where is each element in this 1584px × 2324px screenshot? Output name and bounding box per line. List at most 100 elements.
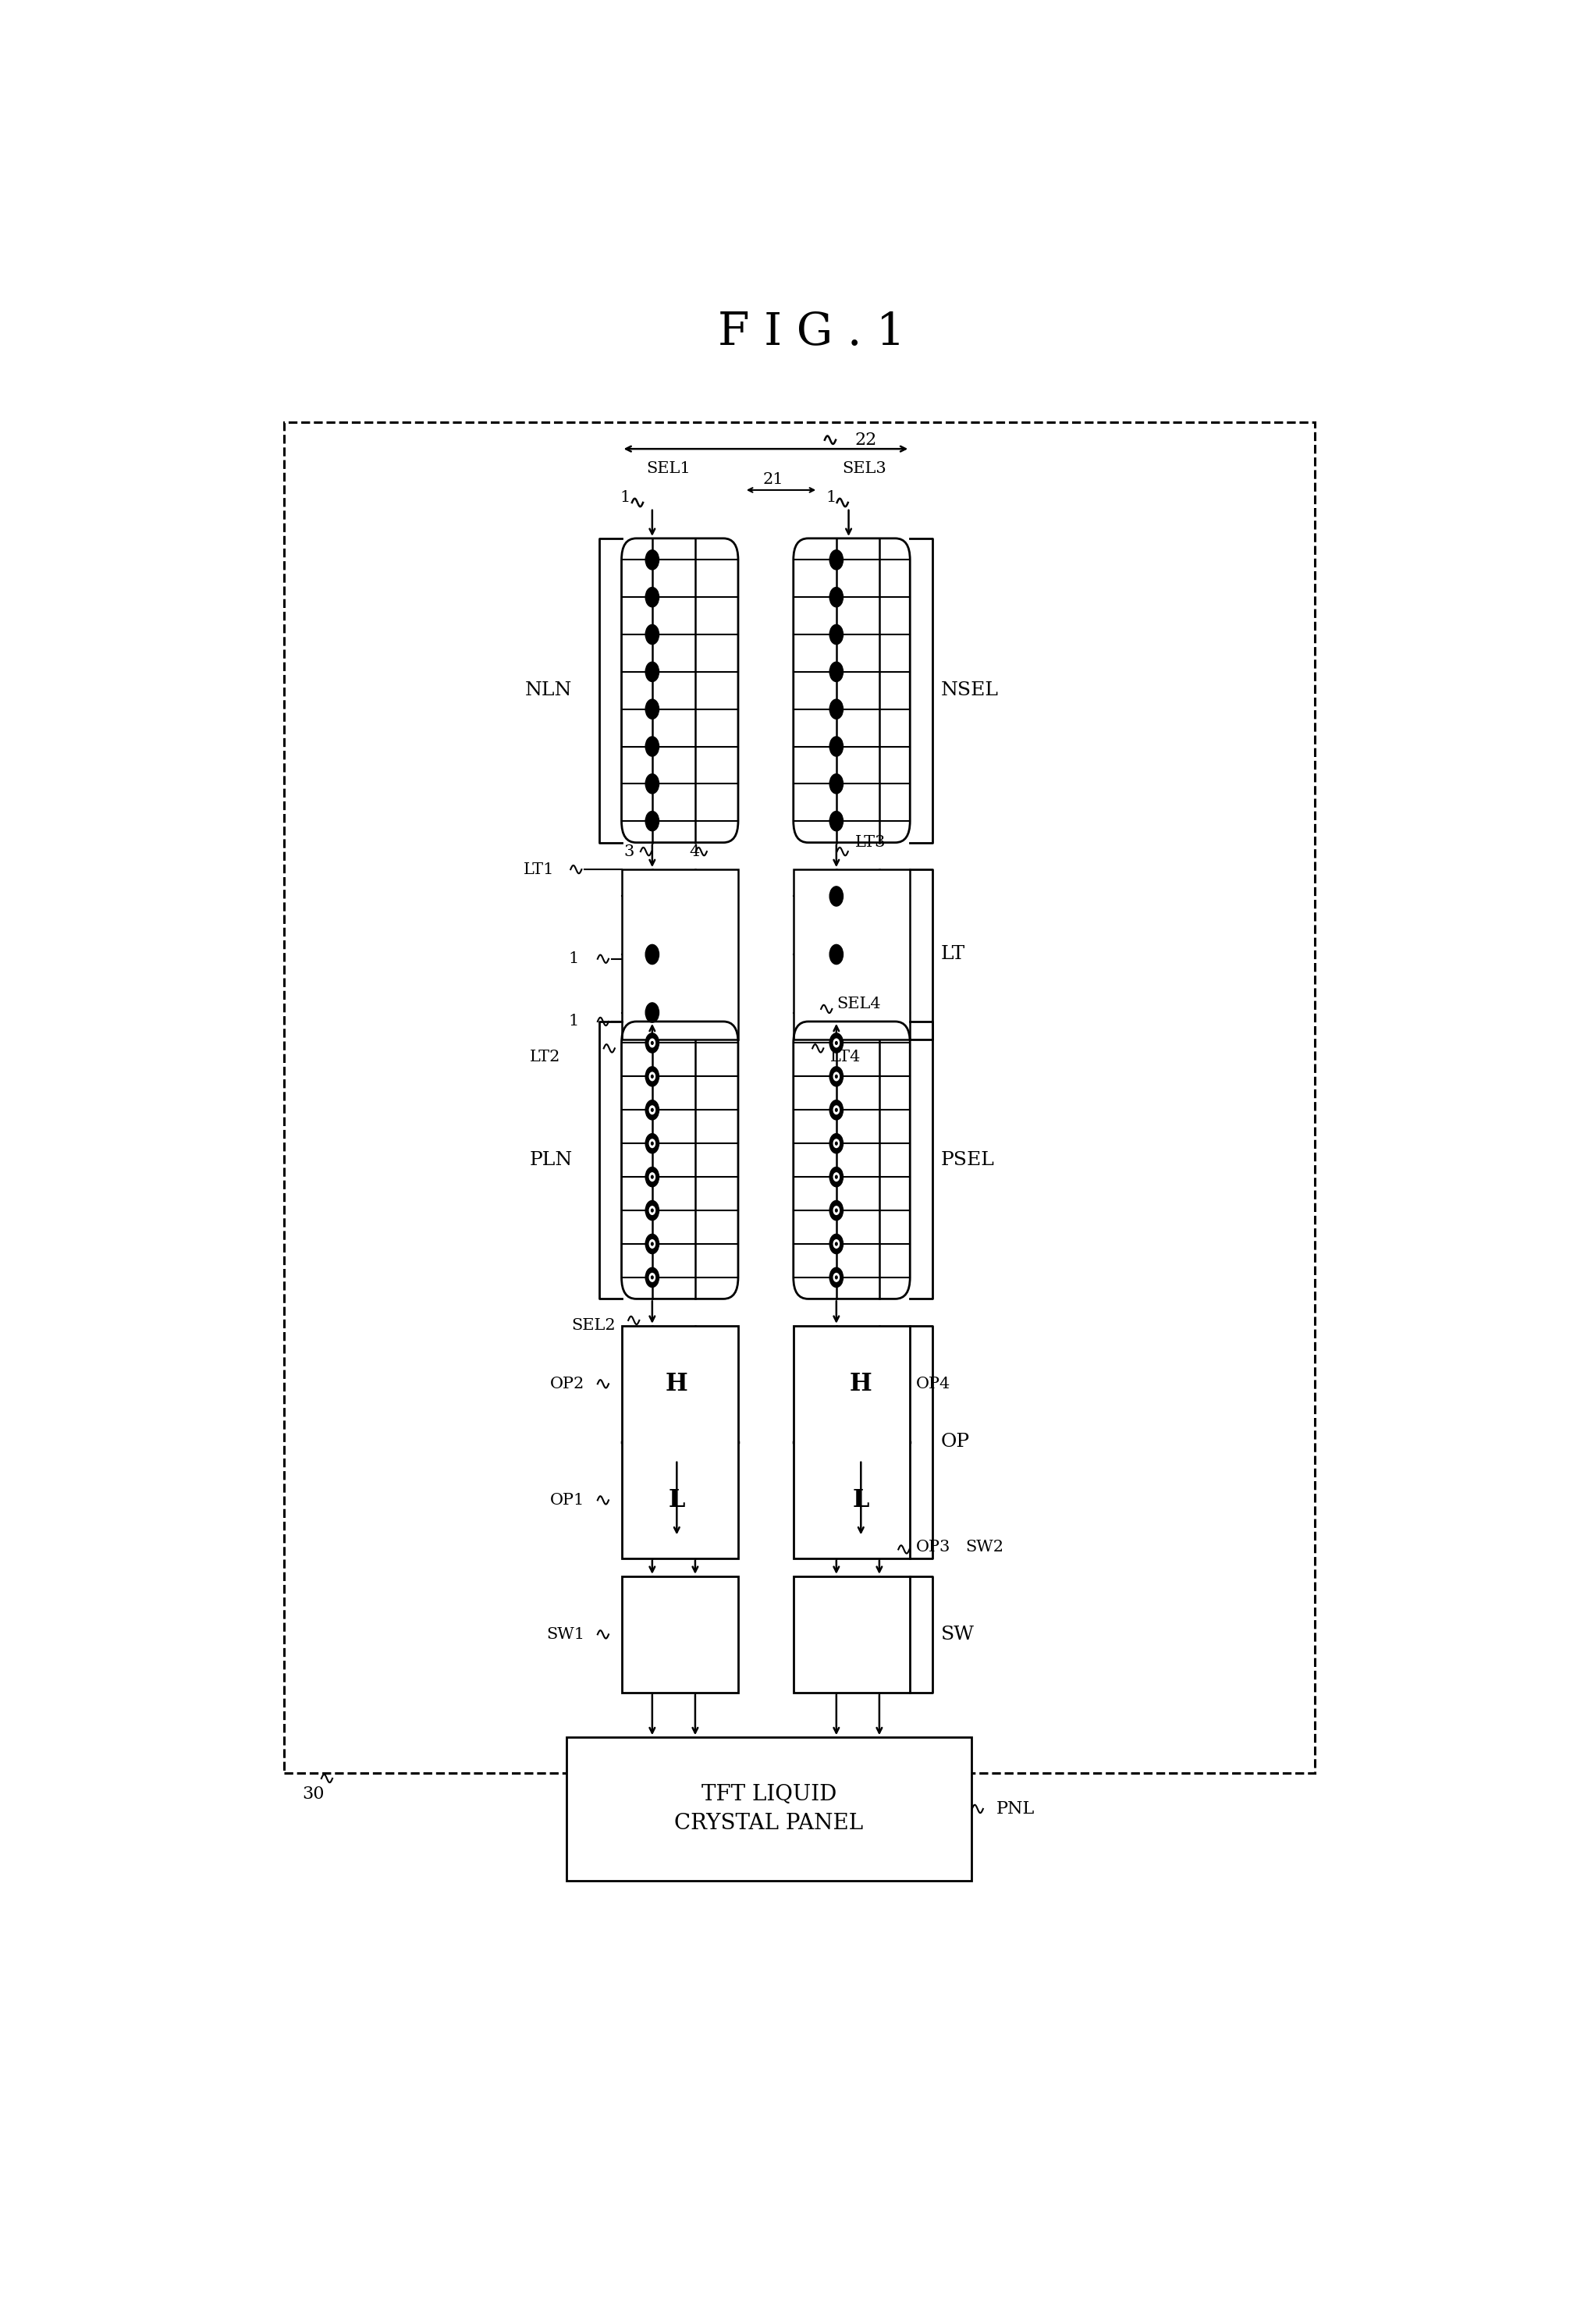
Circle shape bbox=[835, 1041, 838, 1043]
Text: SW2: SW2 bbox=[965, 1541, 1004, 1555]
Text: H: H bbox=[849, 1371, 873, 1397]
Circle shape bbox=[649, 1239, 656, 1248]
Text: F I G . 1: F I G . 1 bbox=[718, 311, 906, 356]
Bar bbox=[794, 869, 909, 1039]
Circle shape bbox=[830, 1034, 843, 1053]
Text: 1: 1 bbox=[619, 490, 630, 504]
Text: NLN: NLN bbox=[526, 681, 572, 700]
Circle shape bbox=[833, 1139, 840, 1148]
Text: 21: 21 bbox=[763, 472, 784, 486]
Bar bbox=[794, 1325, 909, 1559]
Text: LT4: LT4 bbox=[830, 1050, 862, 1064]
Circle shape bbox=[830, 774, 843, 792]
Text: 22: 22 bbox=[855, 432, 878, 449]
Circle shape bbox=[645, 662, 659, 681]
Circle shape bbox=[645, 811, 659, 832]
Circle shape bbox=[645, 625, 659, 644]
Text: SW: SW bbox=[941, 1624, 974, 1643]
Circle shape bbox=[645, 1167, 659, 1188]
Bar bbox=[621, 869, 738, 1039]
Circle shape bbox=[830, 551, 843, 569]
Circle shape bbox=[833, 1039, 840, 1048]
Circle shape bbox=[645, 1202, 659, 1220]
Circle shape bbox=[833, 1106, 840, 1113]
Circle shape bbox=[649, 1174, 656, 1181]
Circle shape bbox=[830, 625, 843, 644]
Circle shape bbox=[835, 1176, 838, 1178]
Circle shape bbox=[833, 1174, 840, 1181]
Circle shape bbox=[645, 1099, 659, 1120]
Circle shape bbox=[651, 1276, 653, 1278]
Text: 30: 30 bbox=[303, 1785, 325, 1803]
Circle shape bbox=[833, 1206, 840, 1215]
Text: SEL1: SEL1 bbox=[646, 460, 691, 476]
Bar bbox=[621, 1325, 738, 1559]
Circle shape bbox=[649, 1139, 656, 1148]
Text: PNL: PNL bbox=[996, 1801, 1034, 1817]
Bar bbox=[621, 1576, 738, 1692]
Text: H: H bbox=[665, 1371, 687, 1397]
Text: OP3: OP3 bbox=[916, 1541, 950, 1555]
Text: 3: 3 bbox=[624, 844, 634, 860]
Circle shape bbox=[651, 1076, 653, 1078]
Text: LT3: LT3 bbox=[855, 834, 885, 851]
Bar bbox=[794, 1576, 909, 1692]
Text: 1: 1 bbox=[825, 490, 836, 504]
Circle shape bbox=[649, 1206, 656, 1215]
Text: OP2: OP2 bbox=[550, 1376, 584, 1392]
Circle shape bbox=[645, 1002, 659, 1023]
Circle shape bbox=[649, 1039, 656, 1048]
Circle shape bbox=[835, 1076, 838, 1078]
Text: L: L bbox=[668, 1487, 686, 1513]
Text: 4: 4 bbox=[689, 844, 700, 860]
Circle shape bbox=[830, 885, 843, 906]
Circle shape bbox=[651, 1141, 653, 1146]
Circle shape bbox=[835, 1208, 838, 1211]
Circle shape bbox=[830, 1134, 843, 1153]
Text: NSEL: NSEL bbox=[941, 681, 998, 700]
Circle shape bbox=[833, 1274, 840, 1281]
Circle shape bbox=[830, 1099, 843, 1120]
Circle shape bbox=[651, 1176, 653, 1178]
Bar bbox=[284, 423, 1315, 1773]
Circle shape bbox=[645, 737, 659, 755]
Circle shape bbox=[651, 1208, 653, 1211]
Circle shape bbox=[830, 737, 843, 755]
Circle shape bbox=[830, 662, 843, 681]
Circle shape bbox=[830, 944, 843, 964]
Circle shape bbox=[835, 1141, 838, 1146]
Text: SW1: SW1 bbox=[546, 1627, 584, 1641]
Circle shape bbox=[645, 1034, 659, 1053]
Bar bbox=[567, 1738, 971, 1880]
Circle shape bbox=[649, 1106, 656, 1113]
Circle shape bbox=[649, 1274, 656, 1281]
Text: PSEL: PSEL bbox=[941, 1150, 995, 1169]
Circle shape bbox=[833, 1239, 840, 1248]
Text: OP4: OP4 bbox=[916, 1376, 950, 1392]
Circle shape bbox=[645, 1267, 659, 1287]
Circle shape bbox=[645, 944, 659, 964]
Text: 1: 1 bbox=[569, 1013, 578, 1030]
Text: SEL2: SEL2 bbox=[572, 1318, 615, 1334]
Circle shape bbox=[830, 811, 843, 832]
Circle shape bbox=[833, 1071, 840, 1081]
Text: LT: LT bbox=[941, 946, 965, 964]
Circle shape bbox=[645, 1134, 659, 1153]
Circle shape bbox=[835, 1243, 838, 1246]
Text: OP: OP bbox=[941, 1434, 969, 1450]
Circle shape bbox=[651, 1041, 653, 1043]
Circle shape bbox=[649, 1071, 656, 1081]
Circle shape bbox=[835, 1109, 838, 1111]
Circle shape bbox=[830, 1267, 843, 1287]
Circle shape bbox=[830, 588, 843, 607]
Circle shape bbox=[645, 588, 659, 607]
Text: LT1: LT1 bbox=[523, 862, 554, 876]
Circle shape bbox=[830, 1234, 843, 1253]
Text: LT2: LT2 bbox=[529, 1050, 561, 1064]
Circle shape bbox=[645, 551, 659, 569]
Circle shape bbox=[645, 1067, 659, 1085]
Circle shape bbox=[651, 1243, 653, 1246]
Text: 1: 1 bbox=[569, 951, 578, 967]
Text: L: L bbox=[852, 1487, 870, 1513]
Text: SEL3: SEL3 bbox=[843, 460, 887, 476]
